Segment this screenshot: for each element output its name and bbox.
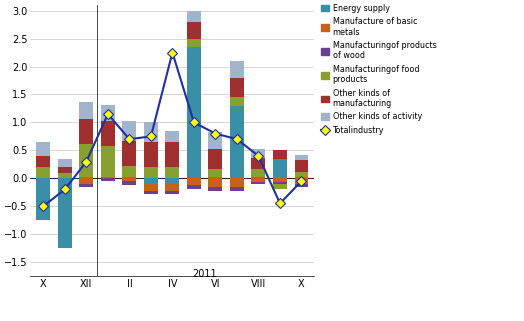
Bar [101,177,115,178]
Totalindustry [40,204,47,208]
Bar [187,22,201,39]
Bar [123,177,136,178]
Bar [273,184,287,189]
Bar [58,178,72,248]
Bar [166,191,179,195]
Bar [144,178,158,184]
Bar [230,61,244,78]
Bar [166,131,179,142]
Bar [58,167,72,173]
Bar [230,178,244,187]
Bar [79,178,93,184]
Bar [230,106,244,178]
Bar [79,102,93,118]
Line: Totalindustry: Totalindustry [40,49,305,210]
Bar [144,122,158,142]
Totalindustry [234,137,240,141]
Bar [123,121,136,141]
Bar [123,181,136,185]
Totalindustry [83,160,90,163]
Bar [252,182,266,185]
Bar [101,146,115,177]
Legend: Energy supply, Manufacture of basic
metals, Manufacturingof products
of wood, Ma: Energy supply, Manufacture of basic meta… [321,4,436,135]
Bar [123,141,136,166]
Bar [123,166,136,177]
Bar [101,121,115,146]
Totalindustry [191,120,197,124]
Bar [294,184,309,187]
Bar [294,155,309,160]
Totalindustry [169,51,176,55]
Bar [209,177,222,178]
Bar [294,178,309,184]
Bar [252,177,266,178]
Bar [230,78,244,97]
Bar [144,184,158,191]
Bar [252,158,266,169]
Bar [273,159,287,178]
Bar [36,178,50,220]
Bar [36,142,50,156]
Bar [209,149,222,169]
Bar [273,178,287,182]
Bar [273,150,287,159]
Bar [187,39,201,47]
Bar [144,191,158,195]
Bar [252,169,266,177]
Bar [144,142,158,167]
Bar [209,169,222,177]
Bar [144,167,158,178]
Bar [187,47,201,178]
Totalindustry [105,112,111,116]
Bar [58,159,72,167]
Totalindustry [277,202,283,205]
Bar [252,178,266,182]
Bar [166,184,179,191]
Bar [166,167,179,178]
Text: 2011: 2011 [192,269,217,279]
Bar [79,177,93,178]
Bar [36,156,50,167]
Bar [166,142,179,167]
Totalindustry [148,134,154,138]
Bar [294,160,309,172]
Bar [209,133,222,149]
Totalindustry [212,132,219,135]
Bar [294,177,309,178]
Bar [79,118,93,143]
Bar [209,187,222,191]
Bar [79,143,93,177]
Bar [187,185,201,189]
Bar [123,178,136,181]
Bar [101,105,115,121]
Bar [79,184,93,187]
Bar [187,11,201,22]
Bar [36,167,50,178]
Totalindustry [298,179,304,183]
Totalindustry [255,154,261,158]
Bar [230,187,244,191]
Totalindustry [62,187,68,191]
Totalindustry [126,137,133,141]
Bar [252,149,266,158]
Bar [58,173,72,178]
Bar [187,178,201,185]
Bar [209,178,222,187]
Bar [166,178,179,184]
Bar [273,182,287,184]
Bar [294,172,309,177]
Bar [101,178,115,181]
Bar [230,97,244,106]
